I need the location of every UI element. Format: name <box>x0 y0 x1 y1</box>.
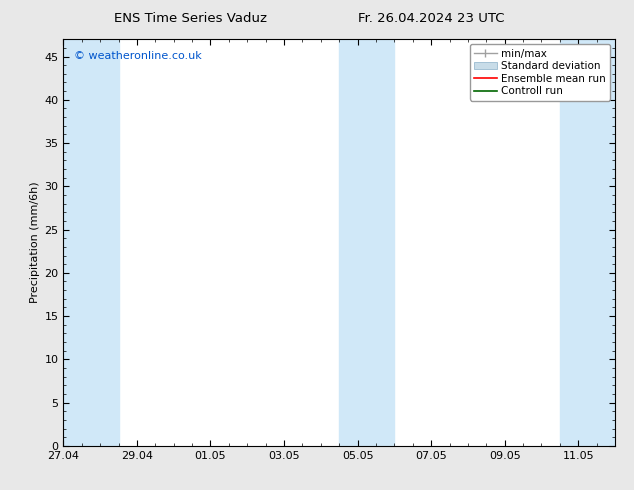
Text: © weatheronline.co.uk: © weatheronline.co.uk <box>74 51 202 61</box>
Text: ENS Time Series Vaduz: ENS Time Series Vaduz <box>113 12 267 25</box>
Y-axis label: Precipitation (mm/6h): Precipitation (mm/6h) <box>30 182 40 303</box>
Bar <box>560 39 615 446</box>
Legend: min/max, Standard deviation, Ensemble mean run, Controll run: min/max, Standard deviation, Ensemble me… <box>470 45 610 100</box>
Bar <box>63 39 119 446</box>
Text: Fr. 26.04.2024 23 UTC: Fr. 26.04.2024 23 UTC <box>358 12 505 25</box>
Bar <box>339 39 394 446</box>
